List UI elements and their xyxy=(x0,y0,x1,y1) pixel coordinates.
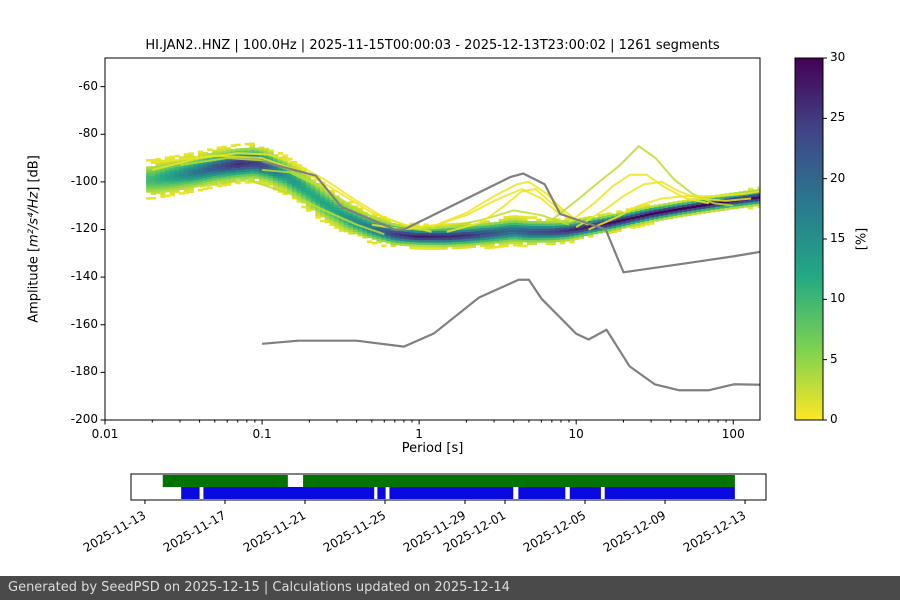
y-tick-label: -80 xyxy=(78,126,98,141)
x-tick-label: 1 xyxy=(415,427,423,441)
colorbar-tick-label: 15 xyxy=(830,231,846,245)
plot-title: HI.JAN2..HNZ | 100.0Hz | 2025-11-15T00:0… xyxy=(145,38,720,53)
y-axis-label-prefix: Amplitude [ xyxy=(26,246,42,323)
y-tick-label: -180 xyxy=(70,364,98,379)
y-tick-label: -140 xyxy=(70,269,98,284)
x-tick-label: 0.1 xyxy=(252,427,272,441)
y-tick-label: -100 xyxy=(70,173,98,188)
colorbar-tick-label: 0 xyxy=(830,412,838,426)
y-tick-label: -120 xyxy=(70,221,98,236)
y-axis-label: Amplitude [m²/s⁴/Hz] [dB] xyxy=(27,155,42,323)
ppsd-plot-canvas xyxy=(0,0,900,576)
y-axis-label-suffix: ] [dB] xyxy=(26,155,42,192)
colorbar-tick-label: 20 xyxy=(830,170,846,185)
y-tick-label: -160 xyxy=(70,316,98,331)
x-tick-label: 0.01 xyxy=(91,427,119,441)
colorbar-tick-label: 25 xyxy=(830,110,846,125)
colorbar-tick-label: 5 xyxy=(830,351,838,366)
footer-bar: Generated by SeedPSD on 2025-12-15 | Cal… xyxy=(0,576,900,600)
ppsd-figure: HI.JAN2..HNZ | 100.0Hz | 2025-11-15T00:0… xyxy=(0,0,900,576)
x-tick-label: 10 xyxy=(568,427,584,441)
y-tick-label: -60 xyxy=(78,78,98,93)
footer-text: Generated by SeedPSD on 2025-12-15 | Cal… xyxy=(8,580,510,595)
y-tick-label: -200 xyxy=(70,412,98,426)
colorbar-tick-label: 30 xyxy=(830,50,846,64)
x-axis-label: Period [s] xyxy=(401,441,464,456)
colorbar-tick-label: 10 xyxy=(830,291,846,306)
y-axis-label-math: m²/s⁴/Hz xyxy=(26,191,42,247)
x-tick-label: 100 xyxy=(721,427,745,441)
